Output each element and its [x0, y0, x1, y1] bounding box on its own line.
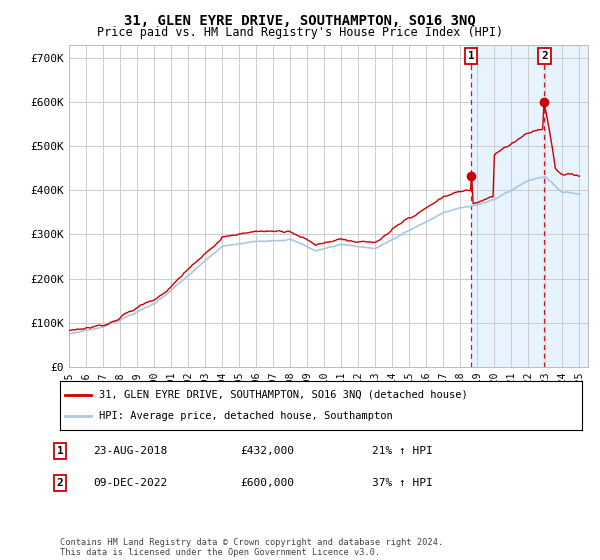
Text: 23-AUG-2018: 23-AUG-2018 [93, 446, 167, 456]
Text: £600,000: £600,000 [240, 478, 294, 488]
Text: £432,000: £432,000 [240, 446, 294, 456]
Bar [471, 45, 588, 367]
Text: 2: 2 [541, 51, 548, 61]
Text: 2: 2 [56, 478, 64, 488]
Text: Price paid vs. HM Land Registry's House Price Index (HPI): Price paid vs. HM Land Registry's House … [97, 26, 503, 39]
Text: 37% ↑ HPI: 37% ↑ HPI [372, 478, 433, 488]
Text: 09-DEC-2022: 09-DEC-2022 [93, 478, 167, 488]
Text: HPI: Average price, detached house, Southampton: HPI: Average price, detached house, Sout… [99, 411, 393, 421]
Text: Contains HM Land Registry data © Crown copyright and database right 2024.
This d: Contains HM Land Registry data © Crown c… [60, 538, 443, 557]
Text: 31, GLEN EYRE DRIVE, SOUTHAMPTON, SO16 3NQ: 31, GLEN EYRE DRIVE, SOUTHAMPTON, SO16 3… [124, 14, 476, 28]
Text: 21% ↑ HPI: 21% ↑ HPI [372, 446, 433, 456]
Text: 1: 1 [468, 51, 475, 61]
Text: 31, GLEN EYRE DRIVE, SOUTHAMPTON, SO16 3NQ (detached house): 31, GLEN EYRE DRIVE, SOUTHAMPTON, SO16 3… [99, 390, 468, 400]
Text: 1: 1 [56, 446, 64, 456]
